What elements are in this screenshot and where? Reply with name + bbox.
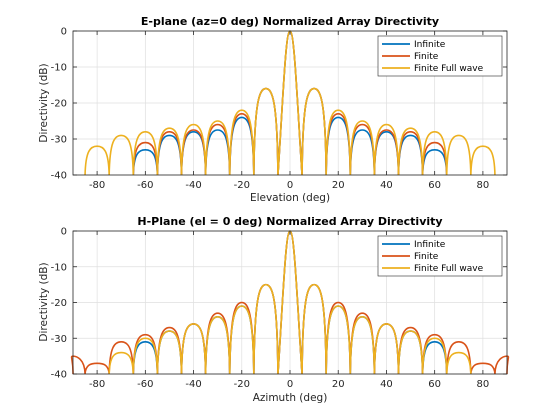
e-plane-series-full-wave xyxy=(84,30,496,176)
e-plane-x-tick-label: 40 xyxy=(380,180,393,191)
e-plane-x-tick-label: -20 xyxy=(234,180,250,191)
e-plane-y-tick-label: -20 xyxy=(51,99,67,110)
e-plane-x-tick-label: 80 xyxy=(477,180,490,191)
e-plane-title: E-plane (az=0 deg) Normalized Array Dire… xyxy=(141,15,439,28)
e-plane-y-label: Directivity (dB) xyxy=(38,63,50,142)
e-plane-plot: -80 -60 -40 -20 0 20 40 60 80 -40 -30 -20 -10 0 E-pl… xyxy=(38,15,508,204)
e-plane-legend: Infinite Finite Finite Full wave xyxy=(377,35,503,77)
e-plane-x-tick-label: 0 xyxy=(287,180,293,191)
h-plane-title: H-Plane (el = 0 deg) Normalized Array Di… xyxy=(137,215,442,228)
h-plane-x-tick-label: -80 xyxy=(89,379,105,390)
h-plane-legend-finite: Finite xyxy=(414,252,439,262)
e-plane-y-tick-label: -10 xyxy=(51,63,67,74)
e-plane-y-ticks: -40 -30 -20 -10 0 xyxy=(51,27,507,182)
e-plane-x-tick-label: -80 xyxy=(89,180,105,191)
e-plane-x-tick-label: -40 xyxy=(185,180,201,191)
h-plane-legend-fullwave: Finite Full wave xyxy=(414,264,484,274)
h-plane-x-tick-label: -20 xyxy=(234,379,250,390)
h-plane-y-tick-label: 0 xyxy=(61,227,67,238)
e-plane-y-tick-label: 0 xyxy=(61,27,67,38)
h-plane-x-label: Azimuth (deg) xyxy=(253,392,328,404)
e-plane-y-tick-label: -30 xyxy=(51,135,67,146)
h-plane-y-tick-label: -30 xyxy=(51,334,67,345)
h-plane-y-tick-label: -40 xyxy=(51,370,67,381)
h-plane-series xyxy=(70,230,510,375)
h-plane-x-tick-label: 0 xyxy=(287,379,293,390)
e-plane-x-tick-label: 20 xyxy=(332,180,345,191)
h-plane-x-tick-label: -40 xyxy=(185,379,201,390)
h-plane-y-tick-label: -10 xyxy=(51,262,67,273)
e-plane-x-label: Elevation (deg) xyxy=(250,192,330,204)
h-plane-x-tick-label: 20 xyxy=(332,379,345,390)
h-plane-x-tick-label: 60 xyxy=(428,379,441,390)
e-plane-x-ticks: -80 -60 -40 -20 0 20 40 60 80 xyxy=(89,31,489,191)
h-plane-plot: -80 -60 -40 -20 0 20 40 60 80 -40 -30 -20 -10 0 H-Pl… xyxy=(38,215,510,404)
h-plane-x-ticks: -80 -60 -40 -20 0 20 40 60 80 xyxy=(89,231,489,390)
h-plane-x-tick-label: -60 xyxy=(137,379,153,390)
e-plane-series xyxy=(84,30,496,176)
h-plane-y-label: Directivity (dB) xyxy=(38,262,50,341)
e-plane-x-tick-label: -60 xyxy=(137,180,153,191)
h-plane-series-full-wave xyxy=(108,230,472,375)
h-plane-x-tick-label: 40 xyxy=(380,379,393,390)
h-plane-y-tick-label: -20 xyxy=(51,298,67,309)
e-plane-x-tick-label: 60 xyxy=(428,180,441,191)
e-plane-y-tick-label: -40 xyxy=(51,171,67,182)
h-plane-y-ticks: -40 -30 -20 -10 0 xyxy=(51,227,507,381)
e-plane-legend-finite: Finite xyxy=(414,52,439,62)
e-plane-legend-fullwave: Finite Full wave xyxy=(414,64,484,74)
h-plane-legend-infinite: Infinite xyxy=(414,240,446,250)
h-plane-legend: Infinite Finite Finite Full wave xyxy=(377,235,503,277)
h-plane-x-tick-label: 80 xyxy=(477,379,490,390)
e-plane-legend-infinite: Infinite xyxy=(414,40,446,50)
